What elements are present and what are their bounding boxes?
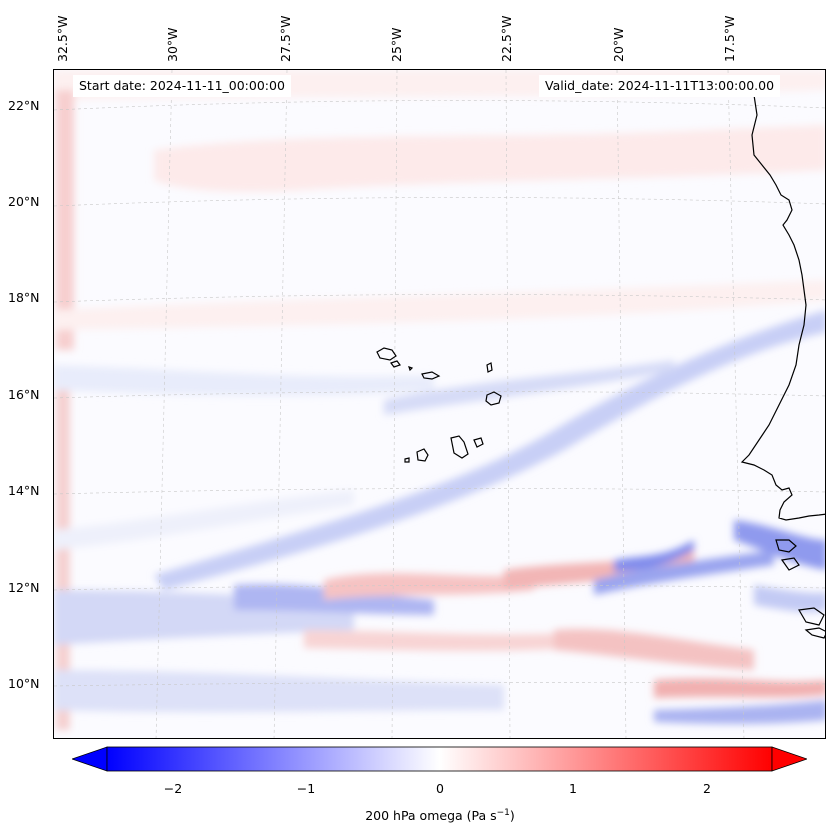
valid-date-label: Valid_date: 2024-11-11T13:00:00.00 xyxy=(539,75,781,97)
lon-label: 27.5°W xyxy=(278,15,293,62)
omega-field xyxy=(54,70,825,738)
lon-label: 30°W xyxy=(165,27,180,62)
blue-band xyxy=(234,583,434,615)
red-band xyxy=(324,573,534,600)
colorbar-tick: 1 xyxy=(569,781,577,796)
lat-label: 14°N xyxy=(8,483,40,498)
map-plot-area[interactable] xyxy=(53,69,826,739)
lat-label: 10°N xyxy=(8,676,40,691)
lat-label: 22°N xyxy=(8,98,40,113)
coastline-islands xyxy=(376,347,502,463)
colorbar-label-exponent: −1 xyxy=(496,808,510,818)
red-band xyxy=(654,678,825,698)
colorbar-label: 200 hPa omega (Pa s−1) xyxy=(0,808,837,823)
colorbar-extend-max xyxy=(771,746,807,772)
colorbar-tick: −1 xyxy=(296,781,316,796)
red-band xyxy=(304,630,614,652)
colorbar-label-text: 200 hPa omega (Pa s xyxy=(365,808,497,824)
colorbar-tick: 0 xyxy=(436,781,444,796)
red-band xyxy=(554,629,754,670)
colorbar-tick: 2 xyxy=(703,781,711,796)
graticule xyxy=(54,70,825,738)
blue-band xyxy=(54,365,434,396)
lat-label: 16°N xyxy=(8,387,40,402)
lon-label: 32.5°W xyxy=(55,15,70,62)
blue-band xyxy=(594,550,774,595)
lat-label: 18°N xyxy=(8,290,40,305)
blue-band xyxy=(154,310,825,590)
colorbar-gradient xyxy=(106,746,773,772)
red-band xyxy=(154,125,825,192)
blue-band xyxy=(384,360,674,415)
lon-label: 20°W xyxy=(611,27,626,62)
lat-label: 20°N xyxy=(8,194,40,209)
lon-label: 22.5°W xyxy=(499,15,514,62)
coastline-africa xyxy=(775,539,825,639)
colorbar-label-close: ) xyxy=(509,808,515,824)
blue-band xyxy=(54,670,504,713)
coastline-africa xyxy=(740,94,825,521)
blue-band xyxy=(754,585,825,613)
start-date-label: Start date: 2024-11-11_00:00:00 xyxy=(73,75,291,97)
colorbar-tick: −2 xyxy=(163,781,183,796)
blue-band xyxy=(54,490,354,550)
red-band xyxy=(56,90,74,350)
blue-band xyxy=(734,520,825,570)
colorbar-extend-min xyxy=(72,746,108,772)
blue-band xyxy=(654,700,825,725)
lon-label: 25°W xyxy=(389,27,404,62)
lat-label: 12°N xyxy=(8,580,40,595)
lon-label: 17.5°W xyxy=(722,15,737,62)
red-band xyxy=(54,280,825,330)
colorbar xyxy=(72,746,807,772)
blue-band xyxy=(614,540,694,572)
